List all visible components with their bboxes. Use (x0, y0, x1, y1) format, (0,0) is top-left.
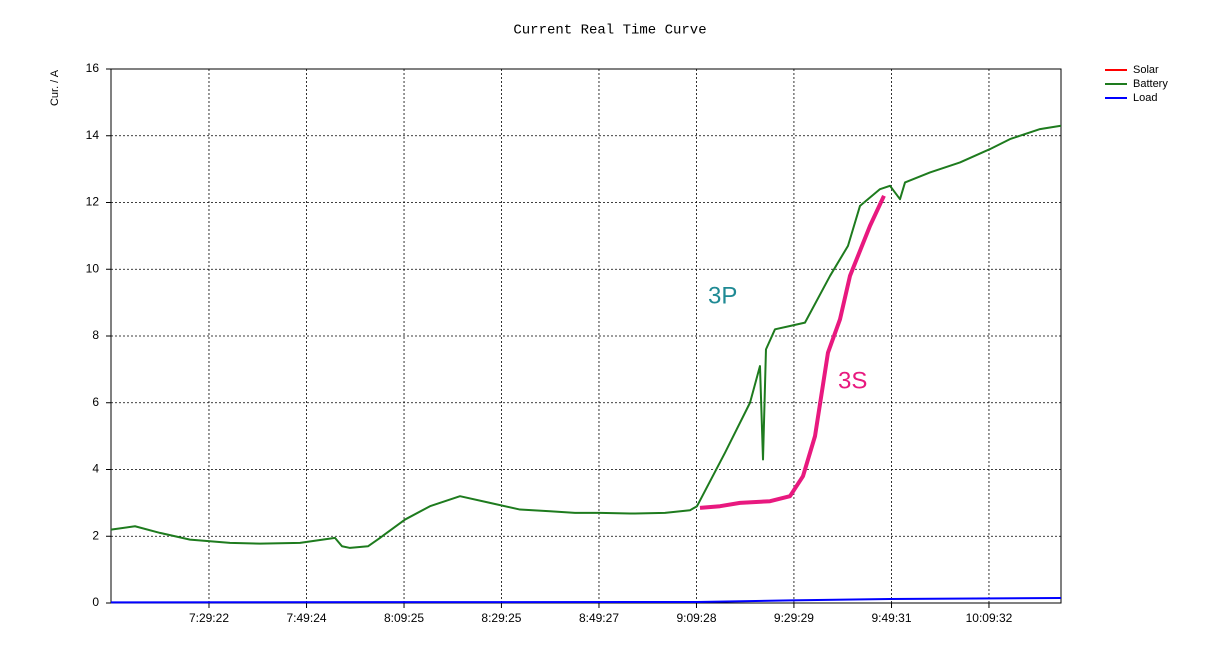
x-tick-label: 9:29:29 (774, 611, 814, 625)
x-tick-label: 7:29:22 (189, 611, 229, 625)
plot-border (110, 68, 1062, 604)
y-tick-label: 12 (86, 195, 100, 209)
y-tick-label: 0 (92, 595, 99, 609)
x-tick-label: 9:09:28 (676, 611, 716, 625)
legend-label: Solar (1133, 64, 1159, 76)
legend-label: Load (1133, 92, 1157, 104)
legend-label: Battery (1133, 78, 1168, 90)
y-tick-label: 2 (92, 528, 99, 542)
y-tick-label: 4 (92, 462, 99, 476)
annotation: 3S (838, 367, 867, 394)
y-tick-label: 10 (86, 261, 100, 275)
x-tick-label: 10:09:32 (966, 611, 1013, 625)
y-tick-label: 6 (92, 395, 99, 409)
x-tick-label: 8:09:25 (384, 611, 424, 625)
y-tick-label: 14 (86, 128, 100, 142)
x-tick-label: 8:49:27 (579, 611, 619, 625)
y-tick-label: 16 (86, 61, 100, 75)
highlight-line (699, 194, 886, 510)
x-tick-label: 8:29:25 (481, 611, 521, 625)
x-tick-label: 7:49:24 (287, 611, 327, 625)
series-line (110, 124, 1062, 549)
series-line (110, 596, 1062, 604)
annotation: 3P (708, 282, 737, 309)
chart-title: Current Real Time Curve (513, 23, 706, 39)
x-tick-label: 9:49:31 (871, 611, 911, 625)
y-tick-label: 8 (92, 328, 99, 342)
y-axis-label: Cur. / A (49, 69, 61, 106)
